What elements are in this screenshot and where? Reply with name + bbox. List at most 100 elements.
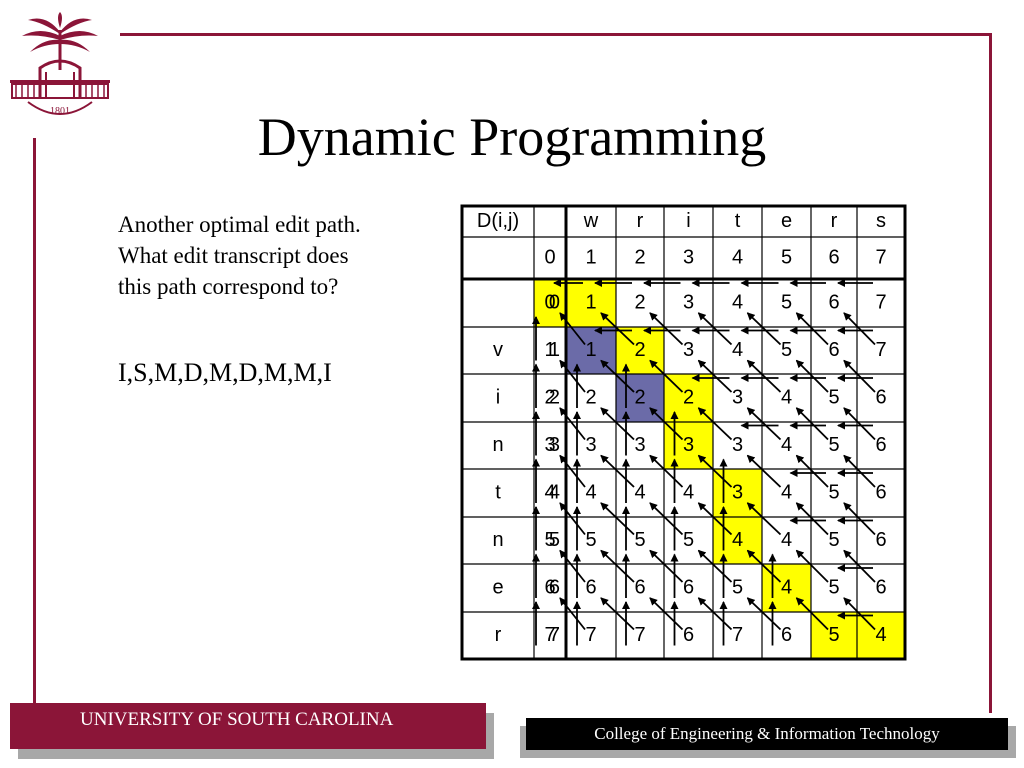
traceback-arrow: [795, 502, 829, 536]
answer-text: I,S,M,D,M,D,M,M,I: [118, 358, 332, 387]
dp-cell-value: 6: [828, 339, 839, 361]
dp-cell-value: 6: [875, 386, 886, 408]
row-index-header: 1: [549, 339, 560, 361]
traceback-arrow: [843, 502, 876, 536]
dp-cell-value: 4: [732, 291, 743, 313]
dp-cell-value: 6: [585, 576, 596, 598]
dp-cell-value: 3: [585, 434, 596, 456]
row-index-header: 5: [549, 529, 560, 551]
row-letter-header: t: [495, 481, 501, 503]
dp-cell-value: 6: [875, 576, 886, 598]
table-corner-label: D(i,j): [477, 210, 519, 232]
traceback-arrow: [649, 454, 684, 488]
dp-cell-value: 1: [585, 291, 596, 313]
traceback-arrow: [795, 454, 829, 488]
dp-cell-value: 7: [634, 624, 645, 646]
dp-cell-value: 1: [544, 339, 555, 361]
dp-cell-value: 5: [781, 339, 792, 361]
col-index-header: 6: [828, 246, 839, 268]
traceback-arrow: [559, 312, 586, 346]
dp-cell-value: 7: [732, 624, 743, 646]
dp-cell-value: 5: [544, 529, 555, 551]
dp-cell-value: 6: [828, 291, 839, 313]
traceback-arrow: [746, 502, 782, 536]
dp-cell-value: 4: [544, 481, 555, 503]
traceback-arrow: [559, 454, 586, 488]
col-letter-header: r: [831, 210, 838, 232]
traceback-arrow: [697, 359, 733, 393]
traceback-arrow: [649, 502, 684, 536]
logo-year: 1801: [50, 106, 70, 117]
traceback-arrow: [649, 597, 684, 631]
traceback-arrow: [559, 597, 586, 631]
dp-cell-value: 4: [781, 576, 792, 598]
dp-cell-value: 4: [732, 529, 743, 551]
dp-cell-value: 7: [875, 339, 886, 361]
dp-cell-value: 2: [634, 386, 645, 408]
traceback-arrow: [843, 312, 876, 346]
dp-cell-value: 4: [585, 481, 596, 503]
traceback-arrow: [746, 597, 782, 631]
dp-cell-value: 6: [544, 576, 555, 598]
traceback-arrow: [697, 407, 733, 441]
row-letter-header: n: [492, 434, 503, 456]
traceback-arrow: [795, 359, 829, 393]
row-index-header: 4: [549, 481, 560, 503]
traceback-arrow: [600, 454, 635, 488]
traceback-arrow: [697, 597, 733, 631]
dp-cell-value: 2: [634, 291, 645, 313]
dp-cell-value: 2: [544, 386, 555, 408]
dp-cell-value: 3: [732, 434, 743, 456]
dp-cell-value: 6: [875, 529, 886, 551]
row-index-header: 7: [549, 624, 560, 646]
dp-cell-value: 5: [683, 529, 694, 551]
traceback-arrow: [600, 312, 635, 346]
traceback-arrow: [649, 312, 684, 346]
dp-cell-value: 6: [683, 576, 694, 598]
question-text: Another optimal edit path. What edit tra…: [118, 209, 448, 302]
question-line: this path correspond to?: [118, 274, 339, 299]
dp-cell-value: 5: [732, 576, 743, 598]
col-letter-header: e: [781, 210, 792, 232]
university-palmetto-logo: 1801: [10, 12, 110, 117]
dp-cell-value: 5: [828, 576, 839, 598]
traceback-arrow: [746, 312, 782, 346]
col-index-header: 1: [585, 246, 596, 268]
traceback-arrow: [746, 454, 782, 488]
col-letter-header: i: [686, 210, 690, 232]
traceback-arrow: [795, 549, 829, 583]
row-letter-header: r: [495, 624, 502, 646]
dp-cell-value: 3: [683, 291, 694, 313]
col-index-header: 3: [683, 246, 694, 268]
traceback-arrow: [843, 549, 876, 583]
traceback-arrow: [795, 312, 829, 346]
col-letter-header: r: [637, 210, 644, 232]
traceback-arrow: [746, 359, 782, 393]
traceback-arrow: [697, 454, 733, 488]
table-outer-border: [460, 204, 907, 661]
footer-university: UNIVERSITY OF SOUTH CAROLINA: [10, 703, 486, 749]
traceback-arrow: [697, 549, 733, 583]
dp-cell-value: 5: [828, 481, 839, 503]
dp-cell-value: 3: [683, 434, 694, 456]
dp-cell-value: 4: [781, 386, 792, 408]
dp-cell-value: 4: [732, 339, 743, 361]
traceback-arrow: [600, 407, 635, 441]
dp-cell-value: 3: [683, 339, 694, 361]
dp-cell-value: 4: [875, 624, 886, 646]
dp-cell-value: 0: [544, 291, 555, 313]
frame-right-border: [989, 33, 992, 713]
traceback-arrow: [559, 359, 586, 393]
dp-cell-value: 6: [683, 624, 694, 646]
traceback-arrow: [649, 359, 684, 393]
dp-cell-value: 7: [875, 291, 886, 313]
question-line: What edit transcript does: [118, 243, 349, 268]
dp-cell-value: 6: [781, 624, 792, 646]
dp-cell-value: 7: [544, 624, 555, 646]
frame-left-border: [33, 138, 36, 713]
dp-cell-value: 3: [732, 481, 743, 503]
dp-cell-value: 2: [683, 386, 694, 408]
col-index-header: 4: [732, 246, 743, 268]
traceback-arrow: [600, 502, 635, 536]
